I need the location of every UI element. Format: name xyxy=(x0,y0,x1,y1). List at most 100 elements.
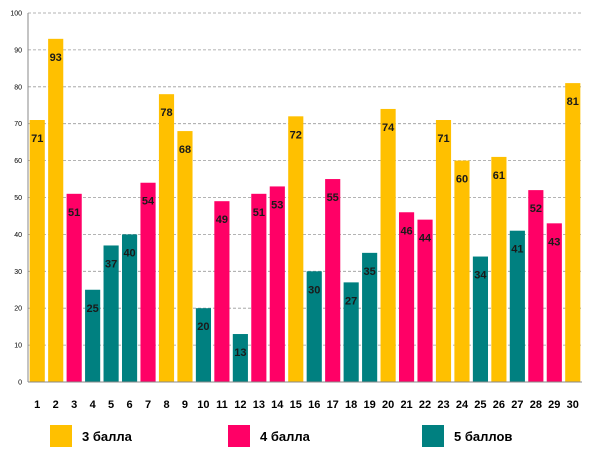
value-labels: 71 93 51 25 37 40 54 78 68 20 49 13 51 53 72 30 55 27 35 74… xyxy=(31,52,579,359)
y-tick-label: 40 xyxy=(14,232,22,239)
x-tick-label: 20 xyxy=(382,399,394,411)
legend-swatch-4 xyxy=(228,425,250,447)
x-tick-label: 24 xyxy=(456,399,469,411)
data-label: 13 xyxy=(234,347,246,359)
bar xyxy=(158,94,175,383)
data-label: 68 xyxy=(179,144,191,156)
bar xyxy=(288,116,304,382)
data-label: 51 xyxy=(68,207,80,219)
x-tick-label: 11 xyxy=(216,399,228,411)
x-tick-label: 17 xyxy=(327,399,339,411)
y-tick-label: 50 xyxy=(14,195,22,202)
data-label: 40 xyxy=(123,247,135,259)
bar xyxy=(232,334,248,382)
data-label: 74 xyxy=(382,122,395,134)
x-tick-label: 30 xyxy=(567,399,579,411)
bar xyxy=(29,120,45,382)
bar xyxy=(251,193,267,382)
data-label: 27 xyxy=(345,295,357,307)
data-label: 61 xyxy=(493,170,505,182)
y-tick-label: 90 xyxy=(14,47,22,54)
bar xyxy=(528,190,544,382)
bar xyxy=(343,282,359,382)
legend-swatch-5 xyxy=(422,425,444,447)
data-label: 46 xyxy=(400,225,412,237)
data-label: 37 xyxy=(105,258,117,270)
x-tick-label: 3 xyxy=(71,399,77,411)
x-tick-label: 2 xyxy=(53,399,59,411)
y-tick-label: 10 xyxy=(14,343,22,350)
data-label: 78 xyxy=(160,107,172,119)
x-tick-label: 15 xyxy=(290,399,302,411)
bar xyxy=(103,245,119,382)
legend-item-4: 4 балла xyxy=(228,424,310,448)
y-tick-label: 30 xyxy=(14,269,22,276)
bar xyxy=(48,38,64,383)
x-tick-label: 12 xyxy=(234,399,246,411)
x-tick-label: 26 xyxy=(493,399,505,411)
x-tick-label: 6 xyxy=(127,399,133,411)
bar xyxy=(306,271,322,382)
bar xyxy=(435,120,452,382)
bar xyxy=(177,131,193,382)
y-tick-label: 70 xyxy=(14,121,22,128)
y-tick-label: 20 xyxy=(14,306,22,313)
x-tick-label: 25 xyxy=(474,399,486,411)
data-label: 60 xyxy=(456,174,468,186)
grid-lines xyxy=(28,12,582,346)
data-label: 34 xyxy=(474,270,487,282)
data-label: 41 xyxy=(511,244,523,256)
data-label: 25 xyxy=(87,303,99,315)
data-label: 52 xyxy=(530,203,542,215)
bar xyxy=(85,289,101,382)
bar xyxy=(325,179,341,382)
data-label: 35 xyxy=(364,266,376,278)
data-label: 20 xyxy=(197,321,209,333)
y-tick-label: 0 xyxy=(18,380,22,387)
x-tick-label: 29 xyxy=(548,399,560,411)
x-tick-label: 1 xyxy=(34,399,40,411)
x-tick-label: 27 xyxy=(511,399,523,411)
legend-label-4: 4 балла xyxy=(260,428,310,444)
y-tick-label: 60 xyxy=(14,158,22,165)
x-tick-label: 9 xyxy=(182,399,188,411)
bar xyxy=(362,252,378,382)
data-label: 30 xyxy=(308,284,320,296)
data-label: 93 xyxy=(50,52,62,64)
legend-label-5: 5 баллов xyxy=(454,428,513,444)
data-label: 49 xyxy=(216,214,228,226)
bar xyxy=(195,308,212,382)
x-tick-label: 23 xyxy=(437,399,449,411)
data-label: 44 xyxy=(419,233,432,245)
x-tick-label: 4 xyxy=(90,399,97,411)
bar xyxy=(454,160,470,382)
bar xyxy=(565,83,581,383)
x-tick-label: 14 xyxy=(271,399,284,411)
y-tick-label: 100 xyxy=(10,11,22,18)
data-label: 54 xyxy=(142,196,155,208)
bar xyxy=(398,212,415,382)
y-tick-label: 80 xyxy=(14,84,22,91)
data-label: 71 xyxy=(437,133,449,145)
x-tick-label: 8 xyxy=(163,399,169,411)
data-label: 43 xyxy=(548,236,560,248)
data-label: 55 xyxy=(327,192,339,204)
bar xyxy=(380,108,396,382)
bar xyxy=(121,234,138,382)
x-tick-label: 28 xyxy=(530,399,542,411)
x-tick-label: 5 xyxy=(108,399,114,411)
x-tick-label: 21 xyxy=(400,399,412,411)
bars xyxy=(29,38,581,383)
data-label: 72 xyxy=(290,129,302,141)
x-tick-label: 7 xyxy=(145,399,151,411)
x-tick-label: 18 xyxy=(345,399,357,411)
x-axis-ticks: 1 2 3 4 5 6 7 8 9 10 11 12 13 14 15 16 17 18 19 20 21 22 23 24 2… xyxy=(34,399,579,411)
data-label: 81 xyxy=(567,96,579,108)
legend-item-5: 5 баллов xyxy=(422,424,512,448)
x-tick-label: 13 xyxy=(253,399,265,411)
data-label: 51 xyxy=(253,207,265,219)
x-tick-label: 16 xyxy=(308,399,320,411)
bar xyxy=(214,201,230,382)
bar xyxy=(509,230,525,382)
